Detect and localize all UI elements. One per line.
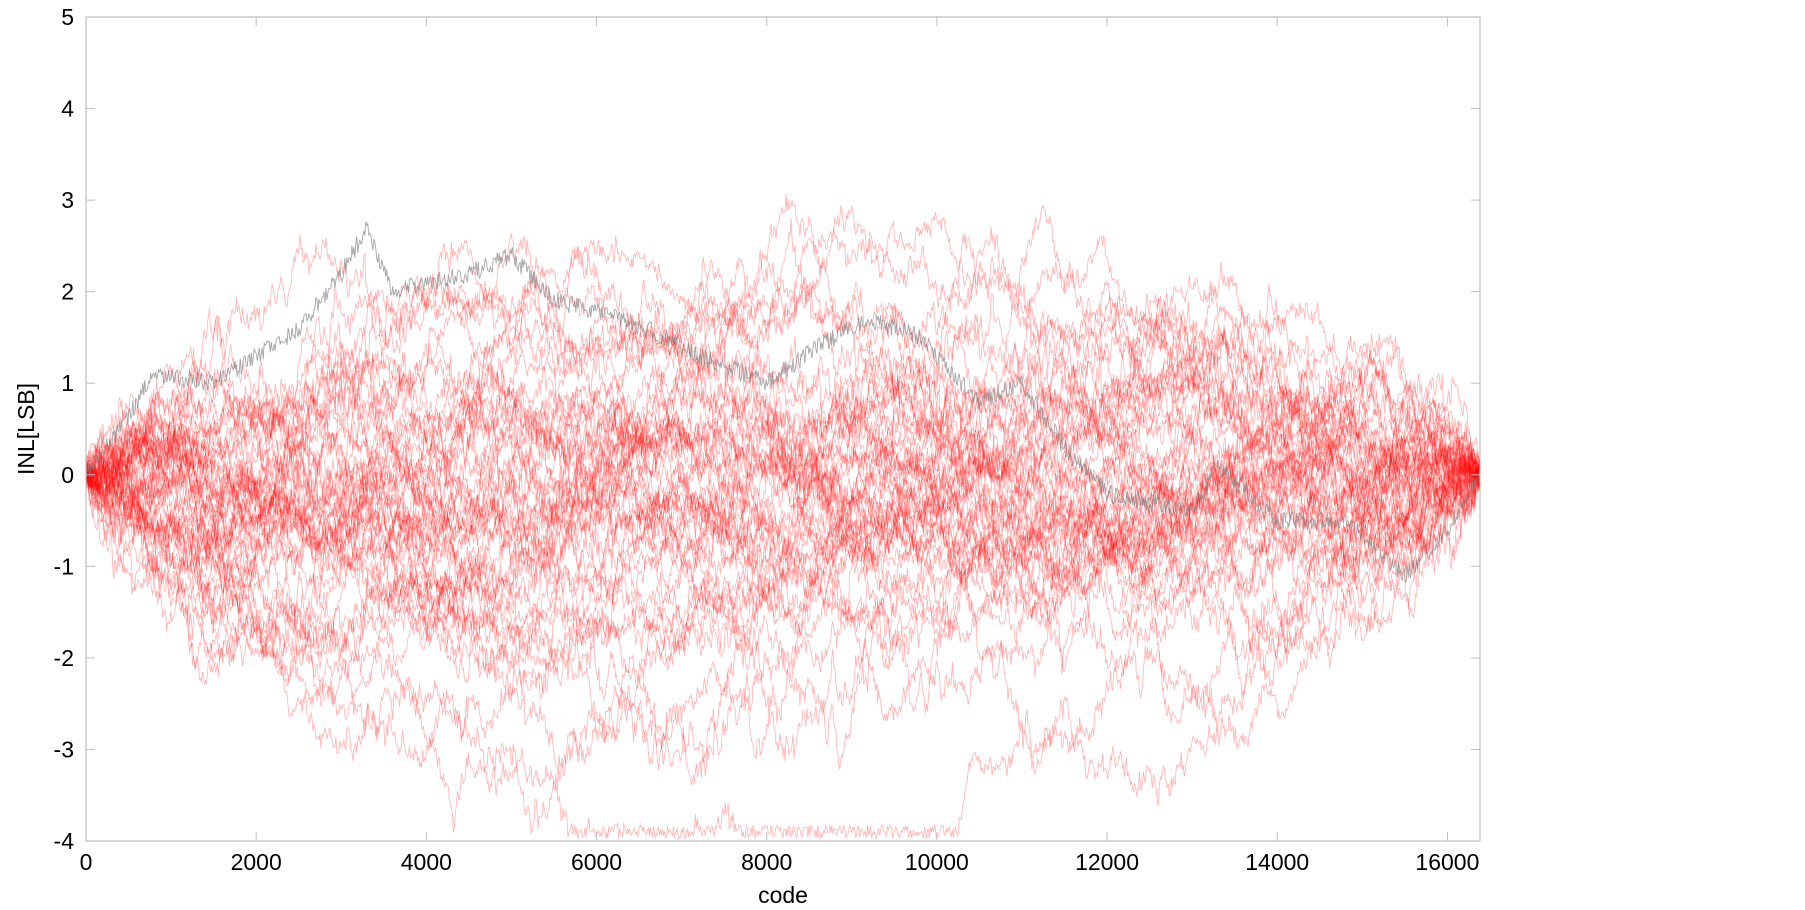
inl-trace bbox=[85, 424, 1481, 609]
inl-trace bbox=[85, 275, 1481, 547]
inl-trace bbox=[85, 357, 1481, 598]
x-axis-label: code bbox=[758, 882, 808, 908]
inl-trace bbox=[85, 279, 1481, 760]
plot-frame bbox=[85, 16, 1481, 842]
inl-trace bbox=[85, 373, 1481, 617]
inl-trace bbox=[85, 397, 1481, 611]
inl-trace bbox=[85, 292, 1481, 594]
y-tick-label: 0 bbox=[61, 462, 74, 488]
inl-trace bbox=[85, 313, 1481, 512]
inl-trace bbox=[85, 445, 1481, 777]
y-tick-label: 2 bbox=[61, 279, 74, 305]
inl-trace bbox=[85, 430, 1481, 614]
x-tick-label: 16000 bbox=[1415, 849, 1479, 875]
inl-trace bbox=[85, 425, 1481, 666]
inl-trace bbox=[85, 217, 1481, 526]
x-tick-label: 2000 bbox=[231, 849, 282, 875]
y-tick-label: -1 bbox=[54, 553, 74, 579]
inl-trace bbox=[85, 404, 1481, 707]
x-tick-label: 6000 bbox=[571, 849, 622, 875]
y-tick-label: 4 bbox=[61, 96, 74, 122]
inl-trace bbox=[85, 353, 1481, 537]
inl-trace bbox=[85, 412, 1481, 644]
inl-trace bbox=[85, 419, 1481, 631]
inl-trace bbox=[85, 296, 1481, 670]
inl-trace bbox=[85, 383, 1481, 526]
inl-trace bbox=[85, 282, 1481, 630]
inl-trace bbox=[85, 411, 1481, 621]
x-tick-label: 4000 bbox=[401, 849, 452, 875]
inl-trace bbox=[85, 353, 1481, 643]
ticks-layer: 0 2000 4000 6000 8000 10000 12000 14000 16000 -4 -… bbox=[54, 4, 1480, 875]
y-axis-label: INL[LSB] bbox=[13, 383, 39, 475]
inl-trace bbox=[85, 350, 1481, 577]
highlighted-inl-trace bbox=[85, 221, 1481, 583]
inl-trace bbox=[85, 398, 1481, 657]
x-tick-label: 14000 bbox=[1245, 849, 1309, 875]
inl-trace bbox=[85, 403, 1481, 682]
inl-trace bbox=[85, 303, 1481, 701]
inl-trace bbox=[85, 283, 1481, 644]
inl-trace bbox=[85, 234, 1481, 561]
inl-trace bbox=[85, 457, 1481, 840]
y-tick-label: 1 bbox=[61, 370, 74, 396]
inl-trace bbox=[85, 419, 1481, 697]
y-tick-label: -3 bbox=[54, 736, 74, 762]
inl-trace bbox=[85, 204, 1481, 501]
inl-trace bbox=[85, 326, 1481, 662]
inl-trace bbox=[85, 265, 1481, 643]
inl-trace bbox=[85, 423, 1481, 743]
inl-trace bbox=[85, 319, 1481, 564]
inl-trace bbox=[85, 280, 1481, 556]
y-tick-label: -2 bbox=[54, 645, 74, 671]
inl-trace bbox=[85, 193, 1481, 501]
y-tick-label: -4 bbox=[54, 828, 75, 854]
x-tick-label: 8000 bbox=[741, 849, 792, 875]
inl-trace bbox=[85, 379, 1481, 689]
inl-trace bbox=[85, 343, 1481, 676]
inl-trace bbox=[85, 305, 1481, 762]
inl-trace bbox=[85, 408, 1481, 619]
y-tick-label: 3 bbox=[61, 187, 74, 213]
inl-trace bbox=[85, 364, 1481, 602]
inl-trace bbox=[85, 314, 1481, 653]
x-tick-label: 12000 bbox=[1075, 849, 1139, 875]
inl-trace bbox=[85, 204, 1481, 614]
x-tick-label: 0 bbox=[80, 849, 93, 875]
inl-trace bbox=[85, 335, 1481, 608]
traces-layer bbox=[85, 193, 1481, 840]
inl-trace bbox=[85, 359, 1481, 579]
y-tick-label: 5 bbox=[61, 4, 74, 30]
inl-trace bbox=[85, 367, 1481, 664]
x-tick-label: 10000 bbox=[905, 849, 969, 875]
